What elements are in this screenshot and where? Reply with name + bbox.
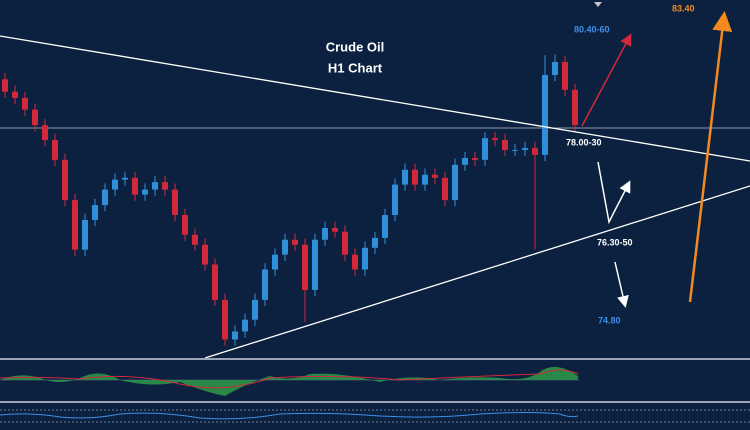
oscillator-line [0, 412, 579, 420]
candle-body [122, 177, 128, 180]
candle-body [92, 205, 98, 220]
annotation: 76.30-50 [597, 237, 633, 247]
arrow-red [581, 33, 632, 127]
candle-body [182, 214, 188, 235]
candle-body [362, 247, 368, 270]
candle-body [82, 219, 88, 250]
candle-body [322, 227, 328, 240]
candle-body [502, 140, 508, 150]
arrow-white-up [597, 161, 631, 225]
candle-body [432, 174, 438, 178]
candle-body [52, 140, 58, 160]
trendline-up [204, 185, 750, 359]
candle-body [102, 189, 108, 206]
candle-body [472, 157, 478, 160]
candle-body [542, 74, 548, 155]
candle-body [562, 61, 568, 90]
candle-body [412, 169, 418, 185]
candles [2, 54, 578, 346]
candle-body [72, 200, 78, 250]
candle-body [142, 189, 148, 195]
candle-body [492, 138, 498, 141]
signal-line [0, 369, 579, 389]
candle-body [282, 239, 288, 255]
candle-body [352, 254, 358, 270]
candle-body [342, 231, 348, 255]
candle-body [212, 264, 218, 300]
arrow-white-down [614, 261, 629, 308]
candle-body [532, 148, 538, 155]
candle-body [552, 61, 558, 75]
candle-body [162, 182, 168, 190]
candle-body [512, 149, 518, 151]
candle-body [12, 91, 18, 98]
arrow-orange [688, 11, 733, 303]
candle-body [292, 239, 298, 245]
candle-body [522, 148, 528, 150]
candle-body [302, 244, 308, 290]
candle-body [402, 169, 408, 185]
trendline-down [0, 35, 750, 162]
candle-body [32, 109, 38, 126]
annotation: 74.80 [598, 315, 621, 325]
candle-body [22, 97, 28, 110]
candle-body [452, 164, 458, 201]
candle-body [312, 239, 318, 290]
candle-body [152, 182, 158, 190]
candle-body [332, 227, 338, 232]
candle-body [462, 157, 468, 165]
candle-body [262, 269, 268, 300]
candle-body [242, 319, 248, 332]
candle-body [442, 177, 448, 201]
candle-body [482, 138, 488, 160]
chart-title: Crude Oil [326, 39, 385, 54]
candle-body [112, 179, 118, 190]
candle-body [392, 184, 398, 215]
annotation: 80.40-60 [574, 24, 610, 34]
chart-subtitle: H1 Chart [328, 60, 383, 75]
scroll-marker [594, 2, 602, 7]
candle-body [222, 299, 228, 340]
annotation: 83.40 [672, 3, 695, 13]
candle-body [2, 79, 8, 92]
annotation: 78.00-30 [566, 137, 602, 147]
candle-body [272, 254, 278, 270]
candle-body [192, 234, 198, 245]
candle-body [42, 125, 48, 141]
candle-body [382, 214, 388, 238]
candle-body [372, 237, 378, 248]
candle-body [202, 244, 208, 265]
candle-body [232, 331, 238, 340]
candle-body [572, 89, 578, 126]
candle-body [422, 174, 428, 185]
candle-body [132, 177, 138, 195]
candle-body [62, 159, 68, 201]
candle-body [172, 189, 178, 215]
candle-body [252, 299, 258, 320]
